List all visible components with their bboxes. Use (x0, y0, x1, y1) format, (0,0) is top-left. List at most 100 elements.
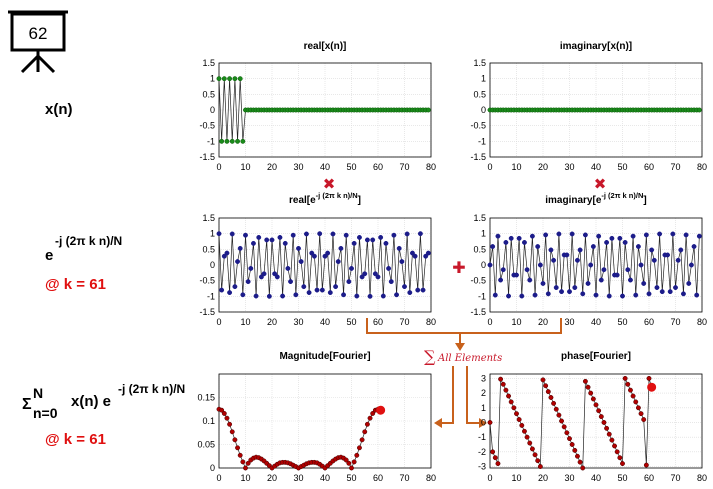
data-point (617, 235, 623, 241)
x-tick-label: 20 (538, 473, 548, 483)
data-point (272, 271, 278, 277)
y-tick-label: 0.5 (202, 244, 215, 254)
sum-symbol: ∑ (424, 347, 436, 366)
data-point (649, 247, 655, 253)
data-point (535, 244, 541, 249)
data-point (319, 287, 325, 293)
chart-title: imaginary[e-j (2π k n)/N] (545, 191, 646, 206)
data-point (245, 279, 251, 285)
data-point (258, 274, 264, 280)
data-point (572, 285, 578, 291)
data-point (673, 285, 678, 291)
data-point (519, 293, 525, 299)
sum-body: x(n) e (71, 393, 111, 410)
data-point (688, 262, 694, 268)
data-point (524, 434, 530, 440)
data-point (240, 459, 246, 465)
y-tick-label: 1 (481, 74, 486, 84)
data-point (227, 76, 233, 82)
chart-title: phase[Fourier] (561, 351, 631, 362)
x-tick-label: 10 (511, 317, 521, 327)
highlight-point (647, 382, 657, 392)
data-point (630, 393, 636, 399)
y-tick-label: -1.5 (470, 307, 486, 317)
data-point (221, 253, 227, 259)
data-point (516, 417, 522, 422)
y-tick-label: -0.5 (199, 121, 215, 131)
data-point (487, 262, 493, 268)
x-tick-label: 10 (240, 162, 250, 172)
data-point (229, 231, 235, 237)
data-point (282, 240, 288, 246)
data-point (351, 240, 357, 246)
data-point (349, 265, 354, 271)
x-tick-label: 70 (399, 473, 409, 483)
x-tick-label: 30 (564, 473, 574, 483)
data-point (232, 437, 238, 443)
x-tick-label: 80 (697, 473, 707, 483)
arrow-down-icon (455, 343, 465, 351)
data-point (551, 257, 557, 263)
x-tick-label: 80 (697, 317, 707, 327)
data-point (219, 138, 225, 144)
data-point (588, 262, 594, 268)
data-point (659, 289, 665, 295)
data-point (219, 407, 225, 413)
data-point (553, 285, 559, 291)
data-point (545, 291, 551, 297)
data-point (567, 436, 572, 442)
data-point (535, 458, 541, 464)
data-point (314, 287, 320, 293)
k-label-2: @ k = 61 (45, 431, 106, 448)
data-point (508, 399, 514, 405)
data-point (588, 390, 594, 396)
x-tick-label: 50 (346, 473, 356, 483)
data-point (221, 76, 227, 82)
data-point (288, 279, 293, 285)
y-tick-label: 0.5 (473, 89, 486, 99)
data-point (296, 245, 301, 251)
x-tick-label: 50 (617, 162, 627, 172)
y-tick-label: -1 (478, 136, 486, 146)
x-tick-label: 20 (267, 473, 277, 483)
chart-title-exponent: -j (2π k n)/N (316, 191, 358, 200)
data-point (290, 232, 296, 238)
data-point (245, 460, 251, 466)
y-tick-label: -0.5 (470, 276, 486, 286)
data-point (572, 447, 578, 453)
data-point (569, 231, 575, 237)
data-point (402, 284, 407, 290)
data-point (322, 253, 328, 259)
data-point (237, 452, 243, 458)
data-point (564, 252, 570, 258)
data-point (224, 138, 230, 144)
data-point (601, 420, 607, 425)
flow-arrows (366, 318, 562, 424)
data-point (604, 425, 610, 431)
y-tick-label: 2 (481, 388, 486, 398)
x-tick-label: 80 (426, 162, 436, 172)
data-point (529, 446, 535, 452)
data-point (500, 381, 506, 387)
data-point (638, 411, 644, 417)
x-tick-label: 80 (426, 473, 436, 483)
chart-title-text: imaginary[x(n)] (560, 41, 632, 52)
x-tick-label: 70 (399, 317, 409, 327)
data-point (317, 231, 323, 237)
y-tick-label: 3 (481, 373, 486, 383)
data-point (251, 240, 256, 246)
data-point (243, 465, 248, 471)
data-point (423, 253, 429, 259)
data-point (606, 431, 612, 437)
data-point (274, 274, 280, 280)
y-tick-label: -0.5 (199, 276, 215, 286)
y-tick-label: 0.05 (197, 440, 215, 450)
data-point (556, 412, 562, 418)
data-point (628, 277, 633, 283)
data-point (580, 465, 586, 471)
data-point (495, 233, 501, 239)
data-point (367, 293, 373, 299)
data-point (417, 231, 423, 237)
data-point (559, 418, 564, 424)
y-tick-label: 0.5 (202, 89, 215, 99)
